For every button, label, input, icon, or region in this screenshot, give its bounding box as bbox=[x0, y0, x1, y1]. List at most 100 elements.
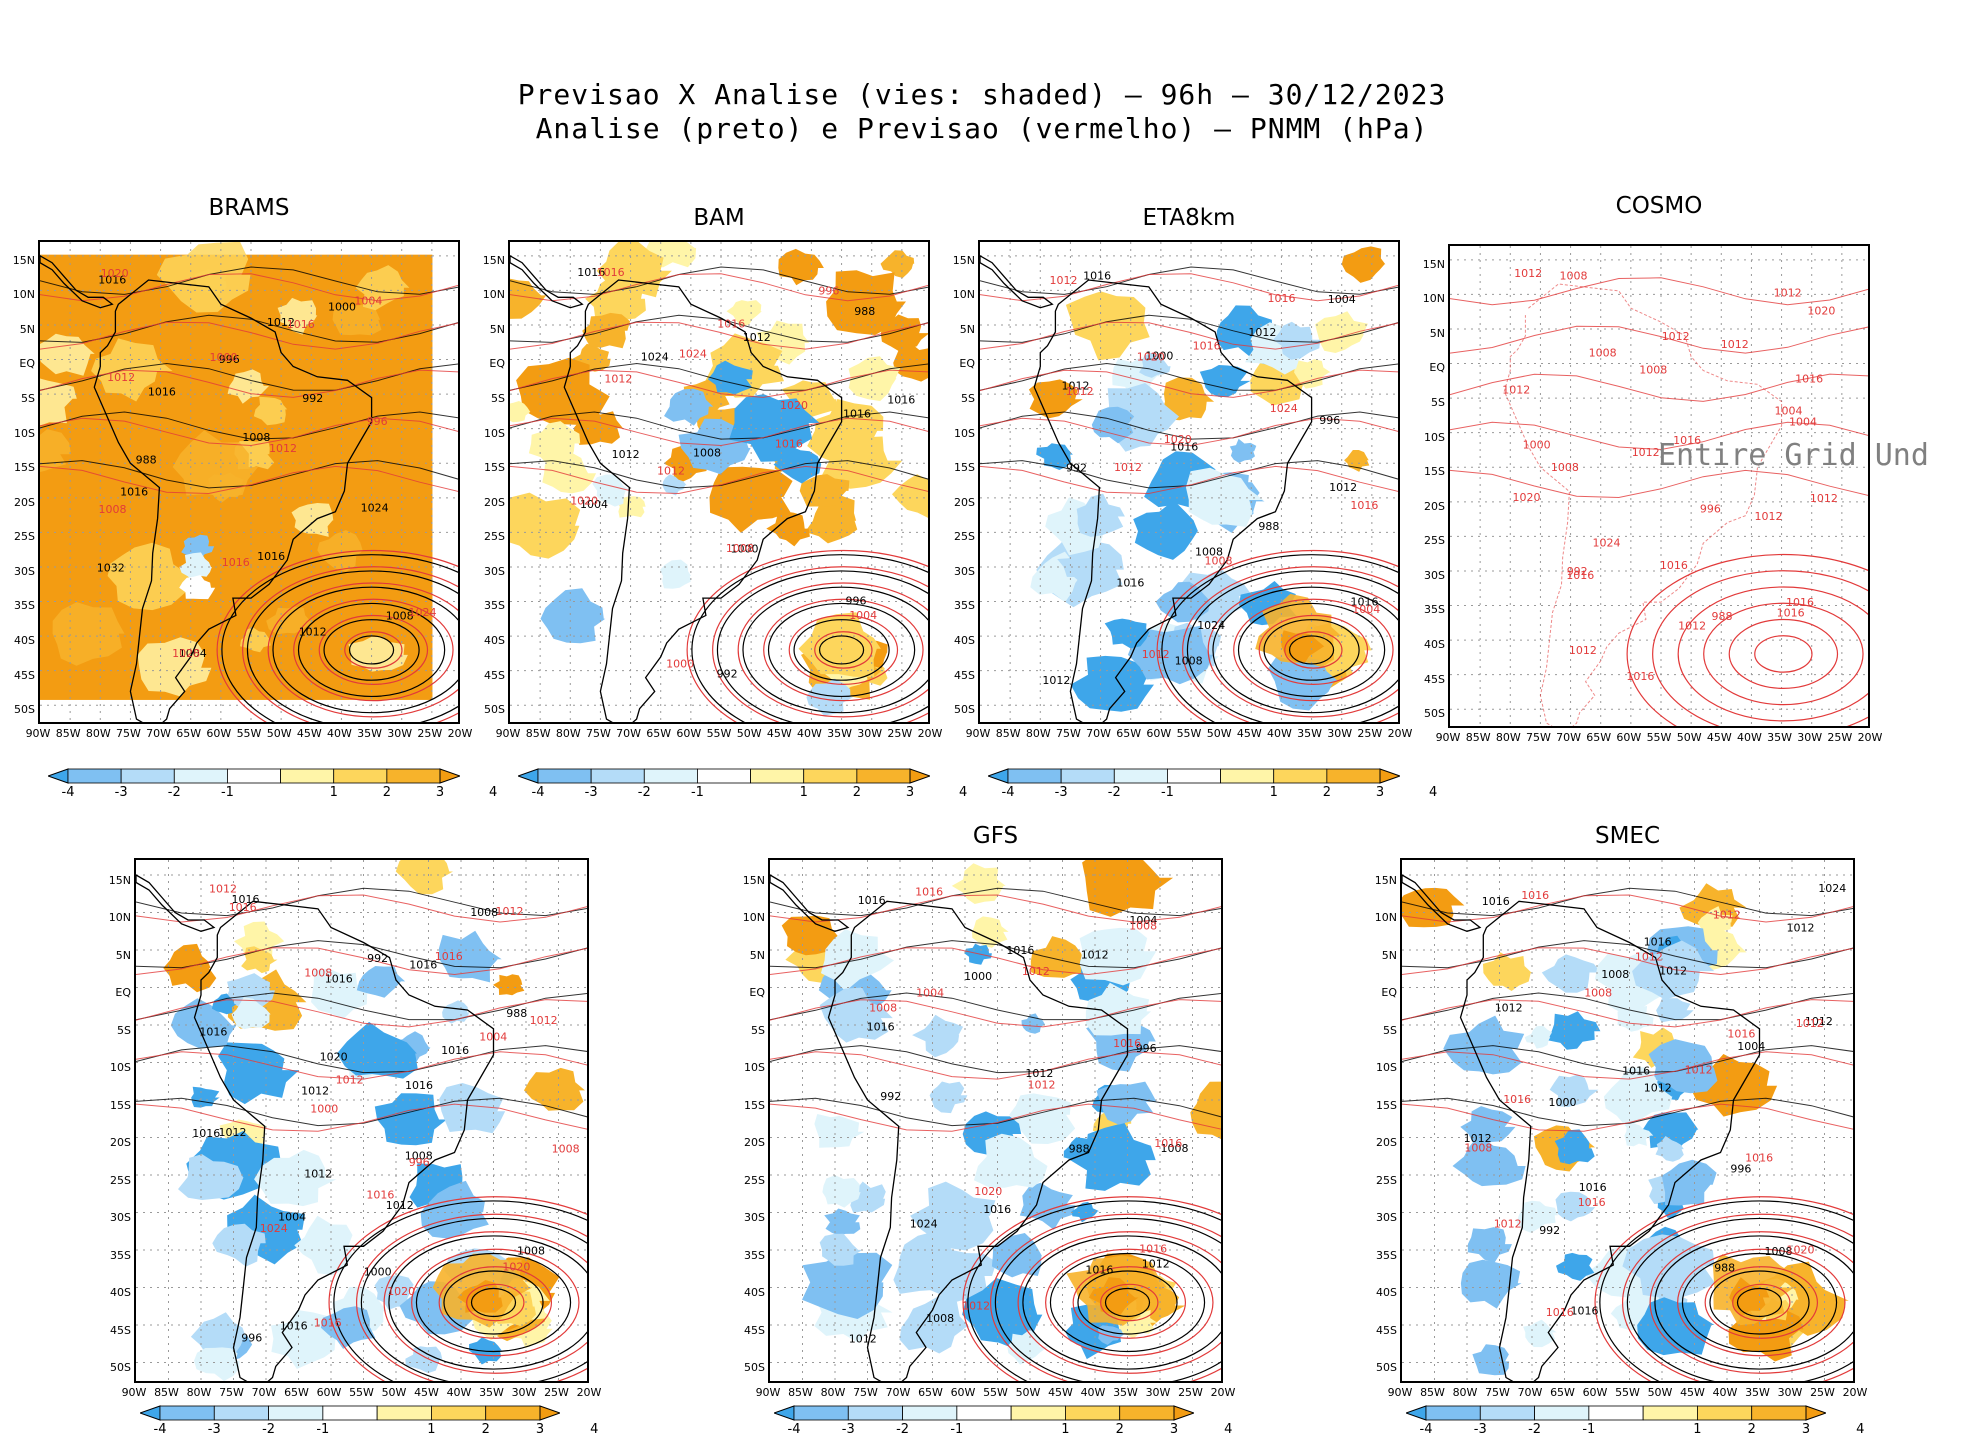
forecast-contour-label: 1016 bbox=[1268, 292, 1296, 305]
forecast-contour-label: 1016 bbox=[1626, 670, 1654, 683]
colorbar-swatch bbox=[333, 768, 388, 784]
analysis-isobar bbox=[716, 570, 928, 722]
longitude-tick-label: 60W bbox=[950, 1386, 976, 1399]
colorbar-tick-label: -4 bbox=[1001, 785, 1015, 800]
panel-title-cosmo: COSMO bbox=[1615, 193, 1703, 219]
forecast-contour-label: 1004 bbox=[354, 295, 382, 308]
analysis-isobar bbox=[136, 887, 587, 917]
coastline-south-america bbox=[1033, 279, 1313, 722]
colorbar-tick-label: -4 bbox=[1419, 1422, 1433, 1437]
forecast-contour-label: 1016 bbox=[314, 1317, 342, 1330]
bias-shading-cell bbox=[320, 1306, 376, 1349]
analysis-contour-label: 1016 bbox=[325, 973, 353, 986]
forecast-isobar bbox=[40, 417, 458, 447]
longitude-tick-label: 90W bbox=[25, 727, 51, 740]
analysis-contour-label: 1008 bbox=[1161, 1142, 1189, 1155]
forecast-isobar bbox=[1156, 549, 1398, 722]
latitude-tick-label: 45S bbox=[1376, 1323, 1397, 1337]
forecast-contour-label: 1020 bbox=[974, 1185, 1002, 1198]
map-panel-panel5: 1016 1016 1016 1016 1012 1012 1008 1016 1008 1016… bbox=[134, 858, 589, 1383]
longitude-tick-label: 35W bbox=[1113, 1386, 1138, 1399]
analysis-contour-label: 1016 bbox=[1085, 1264, 1113, 1277]
colorbar-swatch bbox=[1060, 768, 1115, 784]
bias-shading-cell bbox=[405, 1346, 443, 1374]
analysis-contour-label: 1008 bbox=[926, 1312, 954, 1325]
analysis-isobar bbox=[246, 570, 458, 722]
latitude-tick-label: 15N bbox=[482, 253, 505, 267]
bias-shading-cell bbox=[542, 451, 597, 494]
latitude-tick-label: 5S bbox=[1431, 396, 1445, 410]
forecast-contour-label: 1012 bbox=[1050, 274, 1078, 287]
analysis-contour-label: 1012 bbox=[849, 1333, 877, 1346]
forecast-isobar bbox=[1072, 1266, 1187, 1339]
bias-shading-cell bbox=[1541, 954, 1601, 993]
analysis-contour-label: 1012 bbox=[1248, 326, 1276, 339]
bias-shading-cell bbox=[1483, 952, 1532, 991]
analysis-contour-label: 1016 bbox=[887, 394, 915, 407]
map-panel-cosmo: 1012 1012 1012 1012 1012 1016 1016 1016 1020 1008… bbox=[1448, 244, 1870, 728]
latitude-tick-label: 40S bbox=[484, 634, 505, 648]
coastline-central-america bbox=[770, 874, 850, 932]
analysis-contour-label: 1004 bbox=[179, 647, 207, 660]
colorbar-swatch bbox=[590, 768, 645, 784]
bias-shading-cell bbox=[1655, 1136, 1684, 1162]
map-panel-eta8km: 1016 1012 1012 1016 1012 1008 1016 1008 1004 1000… bbox=[978, 240, 1400, 724]
colorbar-swatch bbox=[1220, 768, 1275, 784]
forecast-contour-label: 1008 bbox=[869, 1001, 897, 1014]
bias-shading-cell bbox=[191, 1086, 220, 1108]
forecast-contour-label: 1012 bbox=[1569, 644, 1597, 657]
longitude-tick-label: 55W bbox=[1615, 1386, 1640, 1399]
analysis-contour-label: 1016 bbox=[1006, 944, 1034, 957]
longitude-tick-label: 30W bbox=[511, 1386, 537, 1399]
forecast-contour-label: 1016 bbox=[1193, 339, 1221, 352]
forecast-contour-label: 1016 bbox=[1566, 569, 1594, 582]
colorbar-tick-label: 4 bbox=[1224, 1422, 1233, 1437]
colorbar-swatch bbox=[1697, 1405, 1753, 1421]
longitude-tick-label: 55W bbox=[983, 1386, 1008, 1399]
colorbar-swatch bbox=[1065, 1405, 1121, 1421]
colorbar-swatch bbox=[793, 1405, 849, 1421]
forecast-contour-label: 1012 bbox=[1114, 461, 1142, 474]
forecast-contour-label: 1012 bbox=[1662, 330, 1690, 343]
forecast-isobar bbox=[1450, 325, 1868, 354]
longitude-tick-label: 85W bbox=[788, 1386, 813, 1399]
analysis-contour-label: 1008 bbox=[1601, 968, 1629, 981]
forecast-contour-label: 1020 bbox=[1807, 305, 1835, 318]
forecast-isobar bbox=[770, 999, 1221, 1028]
forecast-contour-label: 1016 bbox=[1521, 889, 1549, 902]
forecast-contour-label: 1012 bbox=[530, 1014, 558, 1027]
colorbar-arrow-high bbox=[1173, 1405, 1194, 1421]
bias-shading-cell bbox=[1133, 500, 1198, 560]
map-panel-bam: 1016 1012 1016 1008 1004 1000 996 992 988 1024 101… bbox=[508, 240, 930, 724]
bias-shading-cell bbox=[819, 987, 893, 1043]
longitude-tick-label: 40W bbox=[326, 727, 352, 740]
forecast-contour-label: 1016 bbox=[717, 317, 745, 330]
latitude-tick-label: 30S bbox=[744, 1211, 765, 1224]
longitude-tick-label: 90W bbox=[965, 727, 991, 740]
forecast-isobar bbox=[1732, 1283, 1791, 1322]
longitude-tick-label: 75W bbox=[853, 1386, 878, 1399]
longitude-tick-label: 20W bbox=[917, 727, 943, 740]
colorbar-tick-label: -2 bbox=[262, 1422, 276, 1437]
bias-shading-cell bbox=[1524, 1025, 1552, 1049]
longitude-tick-label: 45W bbox=[1680, 1386, 1705, 1399]
bias-shading-cell bbox=[814, 1114, 865, 1148]
colorbar-arrow-low bbox=[140, 1405, 161, 1421]
longitude-tick-label: 20W bbox=[576, 1386, 602, 1399]
analysis-isobar bbox=[1626, 1217, 1853, 1381]
colorbar-tick-label: 1 bbox=[799, 785, 808, 800]
longitude-tick-label: 20W bbox=[447, 727, 473, 740]
longitude-tick-label: 85W bbox=[55, 727, 81, 740]
colorbar-swatch bbox=[1010, 1405, 1066, 1421]
colorbar-tick-label: 1 bbox=[1269, 785, 1278, 800]
analysis-isobar bbox=[1654, 1235, 1853, 1370]
forecast-isobar bbox=[1100, 1283, 1159, 1322]
latitude-tick-label: 10N bbox=[1422, 292, 1445, 306]
latitude-tick-label: 15S bbox=[1424, 465, 1445, 479]
colorbar-swatch bbox=[697, 768, 751, 784]
latitude-tick-label: 20S bbox=[744, 1136, 765, 1149]
analysis-contour-label: 1016 bbox=[405, 1079, 433, 1092]
bias-shading-cell bbox=[1472, 1344, 1510, 1376]
forecast-contour-label: 1020 bbox=[502, 1261, 530, 1274]
forecast-contour-label: 1016 bbox=[1350, 499, 1378, 512]
